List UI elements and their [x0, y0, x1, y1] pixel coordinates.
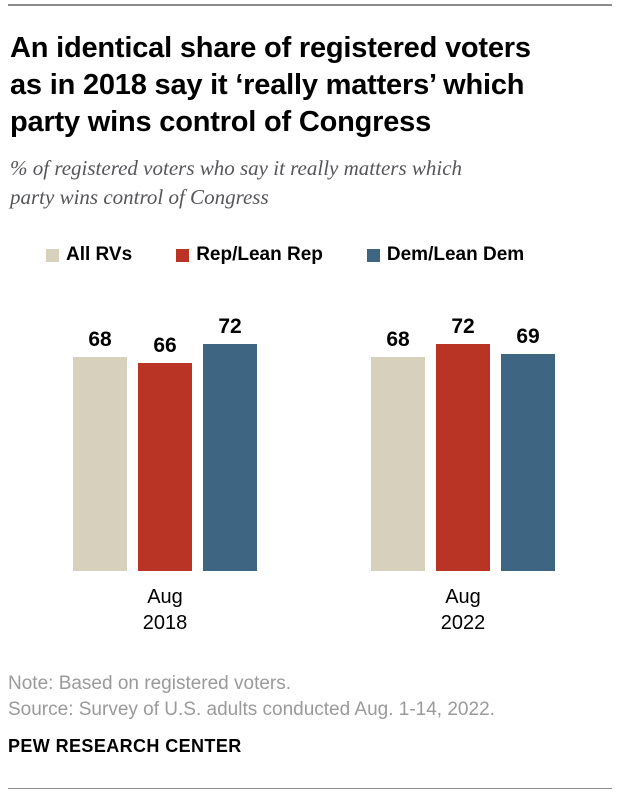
x-axis-label: Aug 2018 [73, 584, 257, 636]
bar-dem-lean-dem [203, 344, 257, 571]
legend-label: All RVs [66, 244, 133, 265]
bottom-divider [8, 788, 612, 789]
chart-subtitle: % of registered voters who say it really… [10, 154, 610, 212]
legend-label: Rep/Lean Rep [196, 244, 323, 265]
bar-chart: 68 66 72 Aug 2018 68 72 69 Aug 2022 [73, 315, 612, 636]
x-axis-label-line: Aug [445, 586, 481, 608]
bar-column-dem-lean-dem: 69 [501, 325, 555, 571]
bar-value-label: 68 [386, 328, 410, 351]
legend-swatch-rep-icon [176, 248, 190, 262]
x-axis-label-line: 2018 [142, 612, 188, 634]
bar-rep-lean-rep [436, 344, 490, 571]
brand-footer: PEW RESEARCH CENTER [8, 736, 242, 756]
legend-swatch-all-rvs-icon [46, 248, 59, 262]
note-text: Note: Based on registered voters. [8, 673, 292, 694]
page-title-line: An identical share of registered voters [10, 32, 531, 64]
bar-group-aug-2022: 68 72 69 Aug 2022 [371, 315, 555, 636]
bar-column-rep-lean-rep: 66 [138, 334, 192, 571]
page-title-line: party wins control of Congress [10, 106, 431, 138]
bar-column-dem-lean-dem: 72 [203, 315, 257, 571]
legend-item-rep: Rep/Lean Rep [176, 244, 323, 266]
bar-rep-lean-rep [138, 363, 192, 571]
x-axis-label-line: 2022 [440, 612, 486, 634]
bar-group-bars: 68 66 72 [73, 315, 257, 571]
footer: Note: Based on registered voters. Source… [8, 671, 612, 757]
bar-group-aug-2018: 68 66 72 Aug 2018 [73, 315, 257, 636]
legend-label: Dem/Lean Dem [386, 244, 525, 265]
chart-subtitle-line: % of registered voters who say it really… [10, 156, 463, 180]
bar-column-all-rvs: 68 [371, 328, 425, 571]
top-divider [8, 4, 612, 6]
bar-value-label: 66 [153, 334, 177, 357]
page-title-line: as in 2018 say it ‘really matters’ which [10, 69, 525, 101]
bar-dem-lean-dem [501, 354, 555, 571]
legend-item-dem: Dem/Lean Dem [366, 244, 525, 266]
bar-column-rep-lean-rep: 72 [436, 315, 490, 571]
legend: All RVs Rep/Lean Rep Dem/Lean Dem [46, 244, 612, 266]
chart-subtitle-line: party wins control of Congress [10, 185, 269, 209]
bar-all-rvs [73, 357, 127, 571]
bar-value-label: 68 [88, 328, 112, 351]
legend-swatch-dem-icon [366, 248, 380, 262]
bar-value-label: 72 [218, 315, 242, 338]
legend-item-all-rvs: All RVs [46, 244, 132, 266]
page-title: An identical share of registered voters … [10, 30, 610, 141]
x-axis-label: Aug 2022 [371, 584, 555, 636]
source-text: Source: Survey of U.S. adults conducted … [8, 699, 495, 720]
bar-group-bars: 68 72 69 [371, 315, 555, 571]
bar-value-label: 69 [516, 325, 540, 348]
bar-column-all-rvs: 68 [73, 328, 127, 571]
bar-value-label: 72 [451, 315, 475, 338]
bar-all-rvs [371, 357, 425, 571]
x-axis-label-line: Aug [147, 586, 183, 608]
